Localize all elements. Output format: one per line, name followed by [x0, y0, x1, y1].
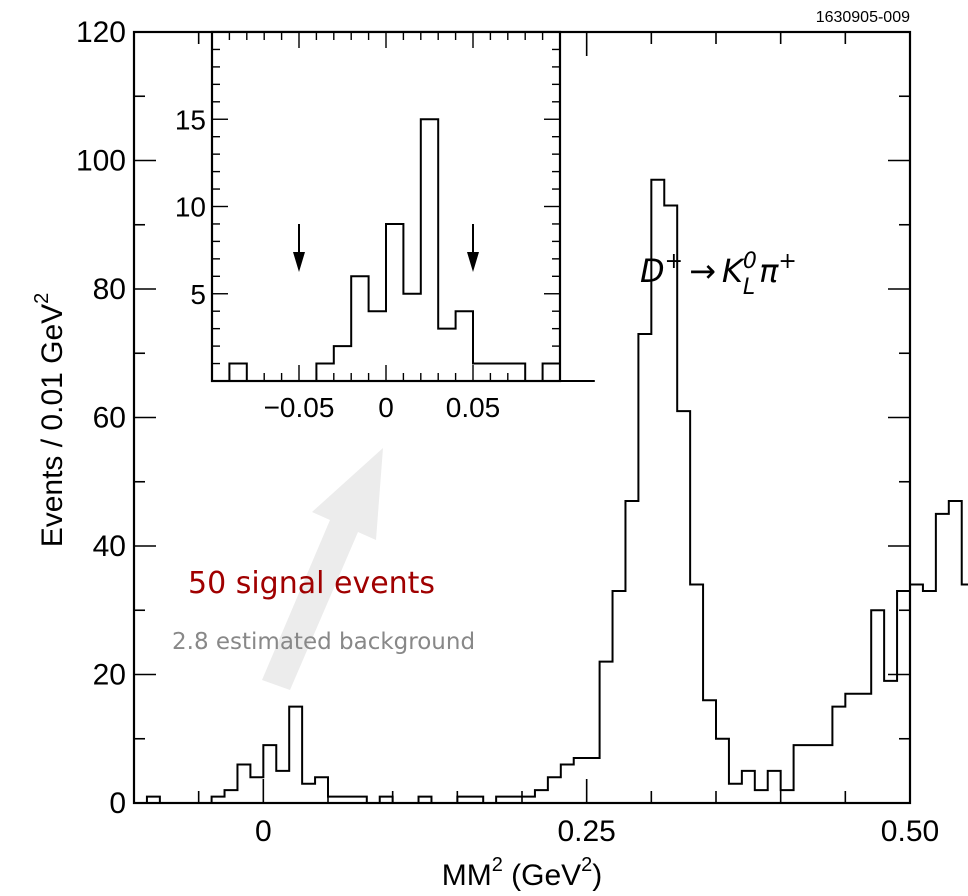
main-histogram-line [134, 178, 968, 804]
x-tick-label: 0.25 [557, 815, 615, 848]
y-axis-title: Events / 0.01 GeV2 [31, 293, 69, 548]
y-tick-label: 0 [109, 787, 126, 820]
y-tick-label: 100 [76, 145, 126, 178]
cut-marker-arrow [467, 224, 479, 272]
y-tick-label: 60 [93, 402, 126, 435]
inset-x-tick-label: 0.05 [446, 392, 501, 423]
inset-x-tick-label: −0.05 [264, 392, 335, 423]
background-estimate-label: 2.8 estimated background [172, 629, 475, 655]
y-tick-label: 20 [93, 659, 126, 692]
signal-events-label: 50 signal events [188, 566, 435, 601]
inset-histogram: 5 10 15 −0.05 0 0.05 [175, 30, 595, 423]
figure-id: 1630905-009 [816, 9, 910, 26]
y-tick-label: 40 [93, 530, 126, 563]
inset-x-tick-label: 0 [378, 392, 394, 423]
y-tick-label: 80 [93, 273, 126, 306]
x-axis-title: MM2 (GeV2) [442, 854, 603, 892]
inset-pointer-arrow [262, 448, 383, 690]
cut-marker-arrow [293, 224, 305, 272]
inset-y-tick-label: 10 [175, 192, 206, 223]
x-tick-label: 0.50 [881, 815, 939, 848]
y-tick-label: 120 [76, 16, 126, 49]
inset-y-tick-label: 5 [190, 279, 206, 310]
inset-y-tick-label: 15 [175, 104, 206, 135]
x-tick-label: 0 [255, 815, 272, 848]
